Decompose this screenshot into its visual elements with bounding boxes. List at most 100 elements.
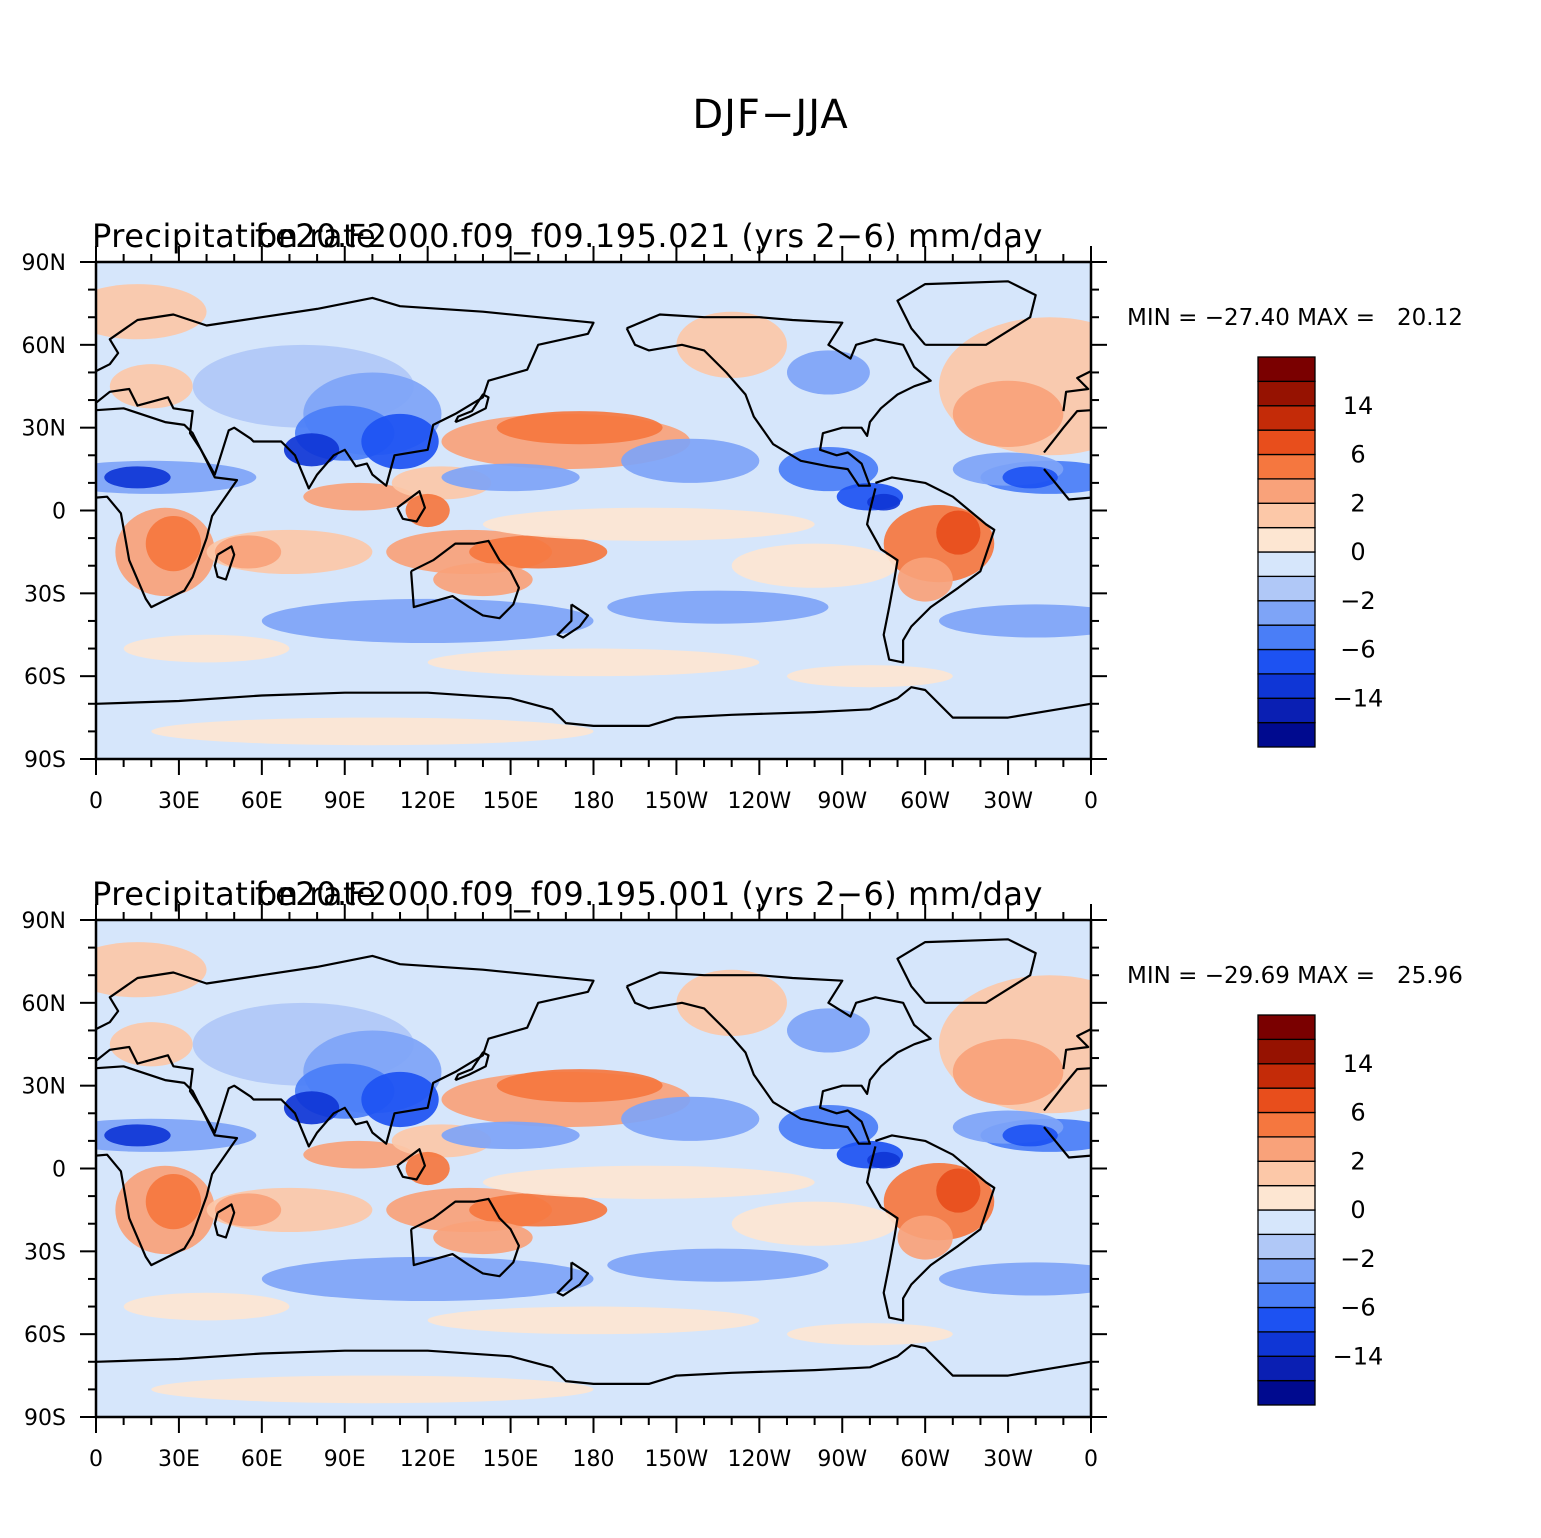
colorbar-swatch <box>1257 551 1316 578</box>
min-value: MIN = −27.40 <box>1127 305 1290 331</box>
lon-tick-label: 0 <box>1084 789 1098 814</box>
colorbar-swatch <box>1257 1379 1316 1406</box>
colorbar: −14 −6 −2 0 2 6 14 <box>1257 356 1384 748</box>
lat-tick-label: 60N <box>22 334 66 359</box>
colorbar-label: −14 <box>1333 1342 1384 1370</box>
max-value: MAX = 25.96 <box>1297 963 1463 989</box>
japan-outline <box>454 1051 490 1082</box>
figure-title: DJF−JJA <box>692 92 849 138</box>
colorbar-swatch <box>1257 453 1316 480</box>
lon-tick-label: 60E <box>241 789 283 814</box>
colorbar-label: −6 <box>1340 636 1375 664</box>
borneo-outline <box>396 490 426 523</box>
colorbar-swatch <box>1257 1233 1316 1260</box>
colorbar-swatch <box>1257 648 1316 675</box>
lat-tick-label: 30S <box>24 1240 66 1265</box>
lon-tick-label: 30E <box>158 1447 200 1472</box>
colorbar-swatch <box>1257 1111 1316 1138</box>
lon-tick-label: 30E <box>158 789 200 814</box>
colorbar-swatch <box>1257 405 1316 431</box>
lon-tick-label: 60W <box>900 1447 950 1472</box>
lon-tick-label: 120W <box>727 789 791 814</box>
colorbar-swatch <box>1257 1160 1316 1187</box>
lon-tick-label: 60W <box>900 789 950 814</box>
lat-tick-label: 60N <box>22 992 66 1017</box>
lon-tick-label: 150E <box>483 789 539 814</box>
lat-tick-label: 0 <box>52 500 66 525</box>
variable-name: Precipitation rate <box>92 875 377 913</box>
min-max-readout: MIN = −29.69 MAX = 25.96 <box>1127 963 1463 989</box>
colorbar-swatch <box>1257 1306 1316 1333</box>
colorbar-label: 6 <box>1350 441 1365 469</box>
colorbar-swatch <box>1257 1014 1316 1041</box>
colorbar-label: 14 <box>1343 392 1374 420</box>
madagascar-outline <box>213 1203 236 1239</box>
lon-tick-label: 120W <box>727 1447 791 1472</box>
lon-tick-label: 90W <box>817 789 867 814</box>
min-value: MIN = −29.69 <box>1127 963 1290 989</box>
lat-tick-label: 60S <box>24 1323 66 1348</box>
lon-tick-label: 30W <box>983 1447 1033 1472</box>
lat-tick-label: 90N <box>22 251 66 276</box>
colorbar-swatch <box>1257 600 1316 626</box>
colorbar-swatch <box>1257 721 1316 748</box>
lon-tick-label: 90E <box>324 1447 366 1472</box>
new-zealand-outline <box>556 603 590 639</box>
south-america-outline <box>865 1134 996 1322</box>
colorbar-swatch <box>1257 1063 1316 1089</box>
colorbar-swatch <box>1257 1184 1316 1211</box>
eurasia-outline <box>96 954 595 1148</box>
lat-tick-label: 90N <box>22 909 66 934</box>
colorbar-swatch <box>1257 575 1316 602</box>
colorbar-swatch <box>1257 1136 1316 1162</box>
lat-tick-label: 90S <box>24 748 66 773</box>
colorbar-label: 14 <box>1343 1050 1374 1078</box>
antarctica-outline <box>96 1344 1091 1385</box>
min-max-readout: MIN = −27.40 MAX = 20.12 <box>1127 305 1463 331</box>
lon-tick-label: 90E <box>324 789 366 814</box>
colorbar-swatch <box>1257 697 1316 724</box>
colorbar-swatch <box>1257 1331 1316 1357</box>
lon-tick-label: 90W <box>817 1447 867 1472</box>
lat-tick-label: 60S <box>24 665 66 690</box>
colorbar-label: 6 <box>1350 1099 1365 1127</box>
max-value: MAX = 20.12 <box>1297 305 1463 331</box>
panel-title: Precipitation rate f.e20.F2000.f09_f09.19… <box>92 217 1042 255</box>
colorbar-swatch <box>1257 356 1316 383</box>
lon-tick-label: 180 <box>573 789 615 814</box>
case-name: f.e20.F2000.f09_f09.195.021 (yrs 2−6) mm… <box>255 217 1043 255</box>
lon-tick-label: 180 <box>573 1447 615 1472</box>
lat-tick-label: 0 <box>52 1158 66 1183</box>
greenland-outline <box>896 280 1037 346</box>
africa-outline <box>96 407 239 609</box>
colorbar-label: −14 <box>1333 684 1384 712</box>
colorbar-swatch <box>1257 380 1316 407</box>
colorbar: −14 −6 −2 0 2 6 14 <box>1257 1014 1384 1406</box>
africa-outline <box>96 1065 239 1267</box>
colorbar-swatch <box>1257 1355 1316 1382</box>
colorbar-label: 2 <box>1350 1147 1365 1175</box>
colorbar-swatch <box>1257 526 1316 553</box>
north-america-outline <box>625 971 932 1145</box>
lat-tick-label: 30N <box>22 1075 66 1100</box>
precip-field <box>96 920 1091 1417</box>
lon-tick-label: 150W <box>645 789 709 814</box>
colorbar-label: −2 <box>1340 587 1375 615</box>
colorbar-label: 0 <box>1350 1196 1365 1224</box>
lon-tick-label: 0 <box>1084 1447 1098 1472</box>
lon-tick-label: 150E <box>483 1447 539 1472</box>
lon-tick-label: 60E <box>241 1447 283 1472</box>
colorbar-swatch <box>1257 1282 1316 1309</box>
precip-map: 0 30E 60E 90E 120E 150E 180 150W 120W 90W 60W 30W 09… <box>22 904 1384 1472</box>
greenland-outline <box>896 938 1037 1004</box>
colorbar-swatch <box>1257 1258 1316 1284</box>
precip-map: 0 30E 60E 90E 120E 150E 180 150W 120W 90W 60W 30W 09… <box>22 246 1384 814</box>
antarctica-outline <box>96 686 1091 727</box>
lon-tick-label: 120E <box>400 789 456 814</box>
colorbar-swatch <box>1257 624 1316 651</box>
precip-panel-1: Precipitation rate f.e20.F2000.f09_f09.19… <box>0 217 1541 860</box>
australia-outline <box>410 1197 520 1278</box>
north-america-outline <box>625 313 932 487</box>
lon-tick-label: 150W <box>645 1447 709 1472</box>
japan-outline <box>454 393 490 424</box>
